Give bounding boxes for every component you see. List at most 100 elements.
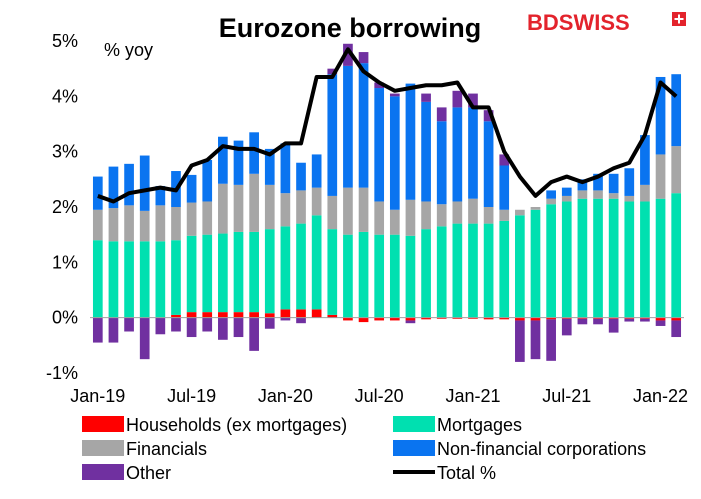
bar-mortgages [374,234,385,318]
bar-other [202,317,213,332]
bar-mortgages [436,226,447,318]
bar-mortgages [249,231,259,313]
bar-mortgages [405,235,416,318]
bar-households-ex-mortgages [561,317,572,319]
bar-mortgages [280,226,291,310]
bar-non-financial-corporations [468,107,478,199]
bar-mortgages [561,201,572,318]
bar-other [249,317,259,351]
bar-households-ex-mortgages [499,317,510,320]
bar-financials [389,209,400,235]
bar-financials [546,198,556,205]
bar-mortgages [499,220,510,318]
bar-non-financial-corporations [327,74,338,196]
bar-other [139,317,150,360]
bar-households-ex-mortgages [608,317,619,319]
bar-households-ex-mortgages [577,317,588,319]
bar-other [546,319,556,361]
brand-logo: BDSWISS [527,10,686,35]
bar-mortgages [218,233,228,313]
bar-mortgages [264,229,275,314]
bar-non-financial-corporations [436,121,447,205]
bar-households-ex-mortgages [311,309,322,318]
bar-mortgages [296,223,306,310]
bar-non-financial-corporations [608,173,619,194]
bar-mortgages [624,201,635,318]
bar-financials [358,187,369,232]
bar-mortgages [202,234,213,313]
bar-other [655,320,666,326]
legend-swatch [82,416,124,432]
bar-mortgages [171,240,181,315]
bar-households-ex-mortgages [249,312,259,318]
bar-other [171,317,181,332]
bar-households-ex-mortgages [264,313,275,318]
bar-financials [202,201,213,235]
bar-financials [436,204,447,227]
brand-logo-text: BDSWISS [527,10,630,35]
bar-other [389,93,400,97]
bar-financials [593,190,603,199]
legend-swatch [82,464,124,480]
bar-households-ex-mortgages [280,309,291,318]
bar-other [327,68,338,75]
bar-non-financial-corporations [233,140,244,185]
bar-financials [171,207,181,241]
bar-non-financial-corporations [311,154,322,188]
bar-mortgages [92,240,103,318]
bar-non-financial-corporations [452,107,463,202]
bar-other [233,317,244,338]
bar-financials [280,193,291,227]
bar-households-ex-mortgages [515,317,525,321]
bar-mortgages [155,241,166,318]
legend-label: Other [126,463,171,483]
bar-households-ex-mortgages [358,317,369,323]
bar-mortgages [327,229,338,315]
x-tick-label: Jul-19 [167,386,216,406]
legend-label: Households (ex mortgages) [126,415,347,435]
bar-other [499,154,510,166]
legend-swatch [393,416,435,432]
bar-non-financial-corporations [671,74,682,147]
bar-other [108,317,119,343]
bar-other [624,318,635,322]
bar-financials [405,199,416,236]
bar-financials [233,184,244,232]
x-tick-label: Jul-20 [355,386,404,406]
bar-non-financial-corporations [343,65,353,188]
bar-mortgages [655,198,666,318]
bar-financials [499,209,510,221]
bar-non-financial-corporations [374,88,385,202]
bar-other [124,317,134,332]
legend-label: Total % [437,463,496,483]
bar-financials [311,187,322,216]
bar-non-financial-corporations [421,101,431,202]
bar-other [264,317,275,329]
bar-financials [249,173,259,232]
axes-layer: -1% 0% 1% 2% 3% 4% 5% Jan-19 Jul-19 Jan-20 Jul-20 J… [46,31,688,406]
bar-households-ex-mortgages [405,317,416,321]
bar-other [468,93,478,108]
bar-financials [452,201,463,224]
bar-mortgages [515,215,525,318]
bar-other [186,317,197,338]
bar-non-financial-corporations [296,162,306,191]
bar-households-ex-mortgages [327,314,338,318]
bar-other [92,317,103,343]
bar-households-ex-mortgages [624,317,635,319]
bar-non-financial-corporations [264,148,275,185]
bar-mortgages [311,215,322,310]
bar-financials [577,190,588,199]
bar-financials [421,201,431,230]
bar-non-financial-corporations [249,132,259,174]
bar-other [296,317,306,324]
bar-mortgages [186,235,197,313]
bar-non-financial-corporations [389,96,400,210]
bar-households-ex-mortgages [171,314,181,318]
bar-financials [92,209,103,241]
bar-mortgages [608,198,619,318]
bar-non-financial-corporations [280,143,291,194]
bar-mortgages [530,209,541,318]
bar-financials [624,195,635,202]
